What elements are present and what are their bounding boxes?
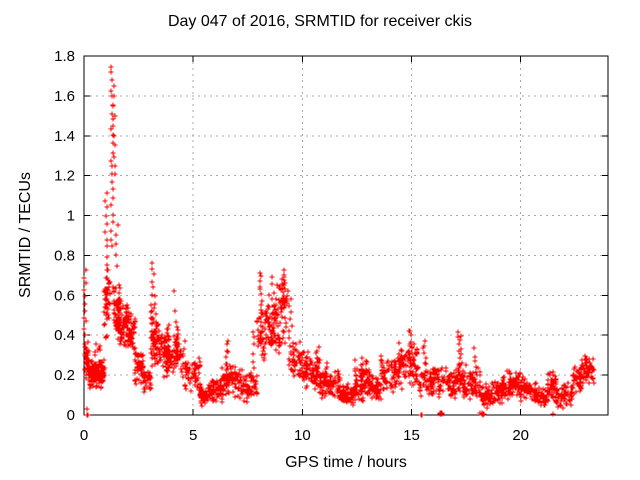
y-tick-label: 0.4 [54, 327, 75, 344]
y-tick-label: 0.6 [54, 287, 75, 304]
plot-border [83, 55, 609, 416]
x-tick-label: 15 [403, 427, 420, 444]
grid-lines [84, 55, 608, 415]
y-tick-label: 1.2 [54, 168, 75, 185]
y-tick-label: 1.4 [54, 128, 75, 145]
x-tick-label: 0 [80, 427, 88, 444]
axis-ticks [83, 55, 608, 416]
x-tick-label: 10 [294, 427, 311, 444]
y-tick-label: 1.6 [54, 88, 75, 105]
y-tick-label: 1.8 [54, 48, 75, 65]
chart-title: Day 047 of 2016, SRMTID for receiver cki… [167, 13, 473, 30]
y-tick-label: 0.2 [54, 367, 75, 384]
y-tick-label: 1 [67, 208, 75, 225]
x-axis-label: GPS time / hours [285, 454, 407, 471]
data-points [81, 64, 597, 418]
y-tick-label: 0 [67, 407, 75, 424]
x-tick-label: 20 [512, 427, 529, 444]
y-tick-label: 0.8 [54, 247, 75, 264]
x-tick-label: 5 [189, 427, 197, 444]
